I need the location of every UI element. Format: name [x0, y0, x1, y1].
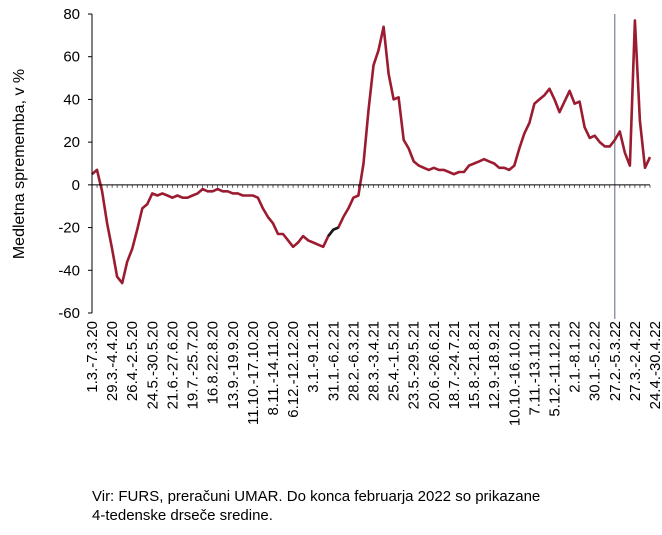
x-tick-label: 25.4.-1.5.21 — [386, 321, 403, 401]
x-tick-label: 23.5.-29.5.21 — [406, 321, 423, 409]
x-tick-label: 16.8.22.8.20 — [205, 321, 222, 404]
y-tick-label: -40 — [58, 262, 80, 279]
y-tick-label: 0 — [72, 177, 80, 194]
x-tick-label: 27.3.-2.4.22 — [627, 321, 644, 401]
line-chart: -60 -40 -20 0 20 40 60 80 1.3.-7.3.20 29.3.-4.4.… — [11, 6, 662, 426]
series-highlight-segment — [327, 226, 339, 237]
x-tick-label: 1.3.-7.3.20 — [84, 321, 101, 393]
x-tick-label: 12.9.-18.9.21 — [486, 321, 503, 409]
x-tick-label: 6.12.-12.12.20 — [285, 321, 302, 418]
source-note-line-2: 4-tedenske drseče sredine. — [92, 507, 273, 524]
y-axis-ticks: -60 -40 -20 0 20 40 60 80 — [58, 6, 92, 322]
y-axis-label: Medletna sprememba, v % — [11, 69, 28, 259]
x-tick-label: 30.1.-5.2.22 — [587, 321, 604, 401]
y-tick-label: -60 — [58, 305, 80, 322]
x-tick-label: 19.7.-25.7.20 — [185, 321, 202, 409]
series-lines — [91, 19, 652, 285]
x-axis-ticks: 1.3.-7.3.20 29.3.-4.4.20 26.4.-2.5.20 24.5.… — [84, 184, 662, 426]
series-line — [91, 19, 652, 285]
x-tick-label: 28.2.-6.3.21 — [345, 321, 362, 401]
x-tick-label: 8.11.-14.11.20 — [265, 321, 282, 416]
x-tick-label: 24.4.-30.4.22 — [647, 321, 662, 409]
y-tick-label: 80 — [63, 6, 80, 23]
x-tick-label: 2.1.-8.1.22 — [567, 321, 584, 393]
x-tick-label: 3.1.-9.1.21 — [305, 321, 322, 393]
y-tick-label: -20 — [58, 220, 80, 237]
x-tick-label: 5.12.-11.12.21 — [546, 321, 563, 417]
x-tick-label: 31.1.-6.2.21 — [325, 321, 342, 401]
x-tick-label: 20.6.-26.6.21 — [426, 321, 443, 409]
source-note-line-1: Vir: FURS, preračuni UMAR. Do konca febr… — [92, 488, 541, 505]
source-note: Vir: FURS, preračuni UMAR. Do konca febr… — [92, 487, 652, 525]
x-tick-label: 26.4.-2.5.20 — [124, 321, 141, 401]
x-tick-label: 7.11.-13.11.21 — [526, 321, 543, 416]
x-tick-label: 18.7.-24.7.21 — [446, 321, 463, 409]
axes — [91, 14, 650, 313]
x-tick-label: 13.9.-19.9.20 — [225, 321, 242, 409]
x-tick-label: 24.5.-30.5.20 — [144, 321, 161, 409]
y-tick-label: 60 — [63, 49, 80, 66]
y-tick-label: 20 — [63, 134, 80, 151]
x-tick-label: 10.10.-16.10.21 — [506, 321, 523, 426]
x-tick-label: 15.8.-21.8.21 — [466, 321, 483, 409]
x-tick-label: 11.10.-17.10.20 — [245, 321, 262, 425]
y-tick-label: 40 — [63, 91, 80, 108]
x-tick-label: 27.2.-5.3.22 — [607, 321, 624, 401]
x-tick-label: 29.3.-4.4.20 — [104, 321, 121, 401]
x-tick-label: 28.3.-3.4.21 — [366, 321, 383, 401]
x-tick-label: 21.6.-27.6.20 — [164, 321, 181, 409]
